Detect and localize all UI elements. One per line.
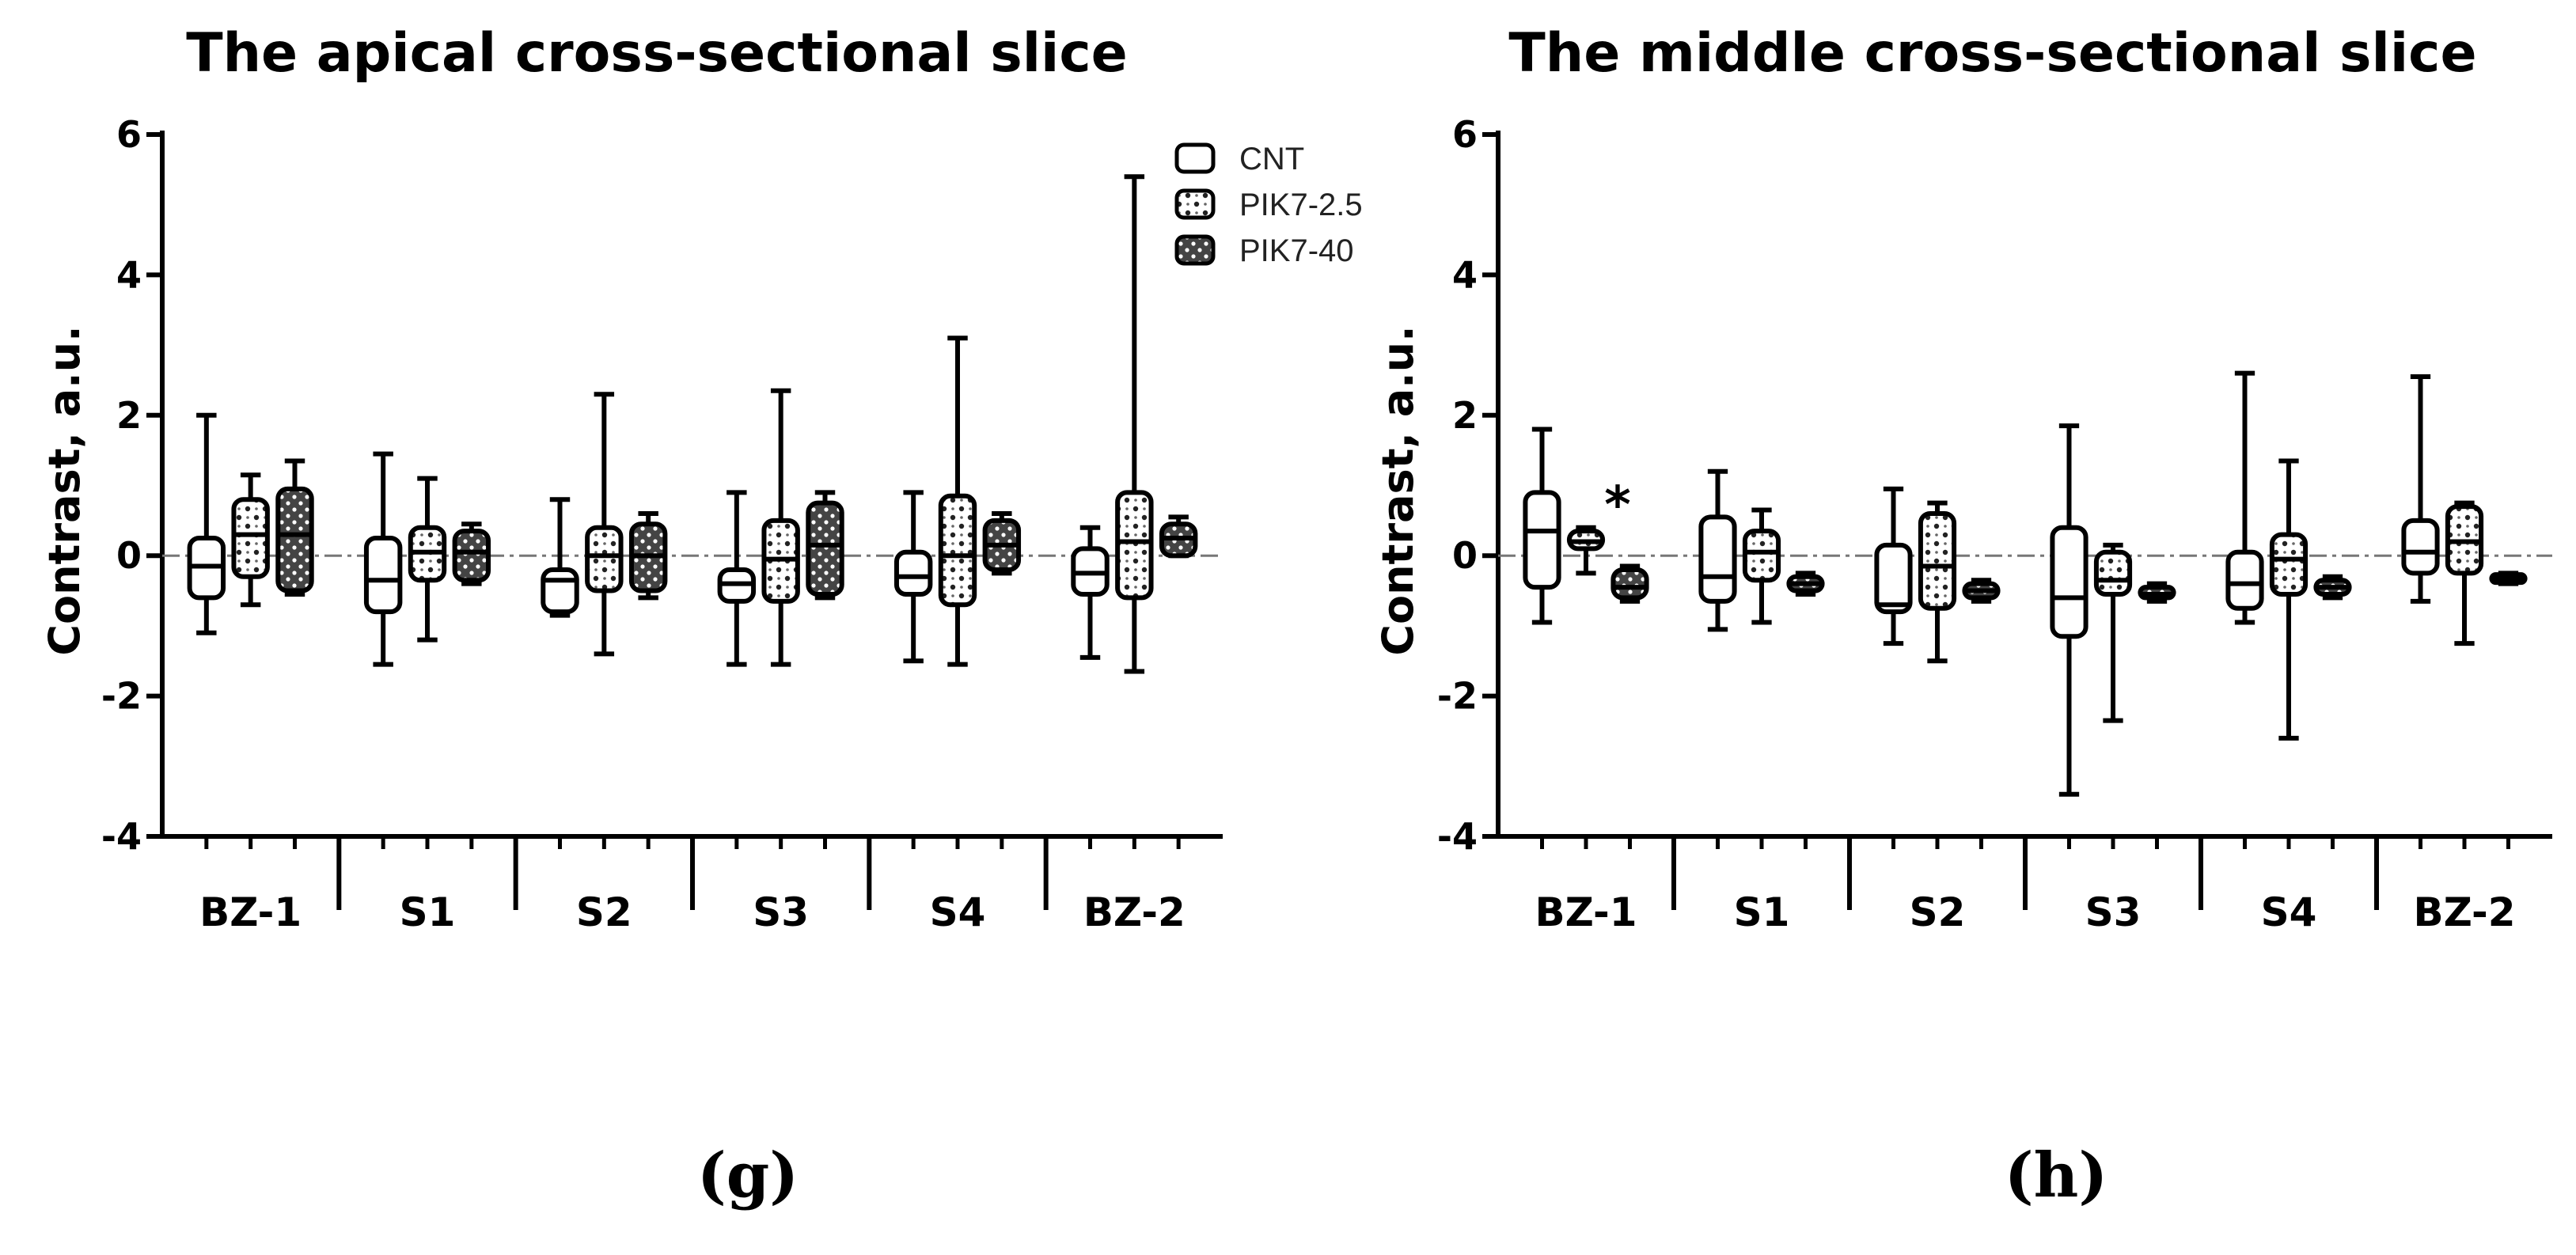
- box-pik7-40-s3: [2138, 581, 2176, 604]
- y-tick-label: 4: [116, 253, 142, 296]
- box-cnt-s4: [2225, 370, 2264, 625]
- y-tick-label: -4: [1437, 815, 1478, 858]
- legend-label-pik7-40: PIK7-40: [1239, 233, 1354, 268]
- box-pik7-40-bz-2: [1159, 514, 1198, 559]
- box-iqr: [1742, 529, 1781, 583]
- box-pik7-40-s1: [452, 521, 491, 586]
- box-iqr: [1874, 542, 1913, 615]
- category-label-bz-2: BZ-2: [1083, 889, 1186, 935]
- y-axis-label: Contrast, a.u.: [1373, 325, 1423, 655]
- box-pik7-40-s2: [628, 510, 668, 601]
- box-cnt-bz-1: [187, 412, 226, 635]
- legend-swatch-cnt: [1174, 142, 1216, 174]
- y-tick-label: 0: [116, 534, 142, 577]
- legend-label-pik7-2-5: PIK7-2.5: [1239, 188, 1363, 222]
- category-label-s2: S2: [1910, 889, 1966, 935]
- box-pik7-2-5-bz-1: [231, 472, 270, 608]
- box-pik7-2-5-s4: [2269, 458, 2309, 741]
- y-tick-label: 0: [1452, 534, 1478, 577]
- category-label-bz-2: BZ-2: [2413, 889, 2515, 935]
- category-label-bz-1: BZ-1: [1535, 889, 1637, 935]
- box-cnt-bz-1: [1523, 427, 1561, 625]
- y-tick-label: 2: [116, 394, 142, 437]
- box-iqr: [231, 497, 270, 579]
- box-cnt-s3: [717, 490, 757, 667]
- y-tick-label: -2: [101, 675, 142, 718]
- legend-label-cnt: CNT: [1239, 142, 1304, 176]
- box-pik7-2-5-s3: [761, 388, 800, 667]
- category-label-s4: S4: [930, 889, 986, 935]
- box-iqr: [452, 529, 491, 583]
- box-cnt-s2: [1874, 486, 1913, 646]
- box-pik7-2-5-bz-2: [2445, 500, 2484, 646]
- category-label-bz-1: BZ-1: [199, 889, 302, 935]
- box-pik7-2-5-s1: [408, 476, 447, 643]
- category-label-s2: S2: [576, 889, 632, 935]
- box-cnt-s1: [1698, 468, 1737, 632]
- box-iqr: [893, 549, 933, 597]
- panel-label-g: (g): [697, 1139, 799, 1211]
- box-iqr: [806, 500, 844, 597]
- y-axis-label: Contrast, a.u.: [40, 325, 89, 655]
- box-iqr: [585, 525, 624, 593]
- box-iqr: [2093, 549, 2133, 597]
- chart-middle: The middle cross-sectional slice Contras…: [1373, 22, 2552, 1211]
- box-iqr: [1523, 490, 1561, 590]
- y-tick-label: 4: [1452, 253, 1478, 296]
- y-tick-label: -2: [1437, 675, 1478, 718]
- box-pik7-2-5-s3: [2093, 542, 2133, 723]
- box-iqr: [363, 536, 403, 615]
- box-pik7-40-bz-1: [275, 458, 314, 597]
- box-iqr: [2269, 532, 2309, 597]
- category-label-s4: S4: [2261, 889, 2317, 935]
- chart-apical: The apical cross-sectional slice Contras…: [40, 22, 1363, 1211]
- box-iqr: [1698, 514, 1737, 604]
- box-pik7-40-bz-2: [2489, 571, 2528, 586]
- box-iqr: [541, 567, 579, 615]
- legend: CNT PIK7-2.5 PIK7-40: [1174, 142, 1363, 268]
- y-tick-label: 6: [116, 113, 142, 156]
- legend-swatch-pik7-40: [1174, 234, 1216, 266]
- box-pik7-40-s2: [1962, 578, 2001, 604]
- category-label-s1: S1: [1734, 889, 1790, 935]
- box-pik7-40-s3: [806, 490, 844, 601]
- significance-star: *: [1604, 476, 1630, 535]
- y-tick-label: 2: [1452, 394, 1478, 437]
- box-iqr: [2401, 518, 2440, 576]
- box-pik7-2-5-s4: [938, 336, 977, 667]
- box-cnt-bz-2: [2401, 374, 2440, 604]
- box-pik7-40-bz-1: [1610, 563, 1649, 604]
- box-iqr: [938, 493, 977, 608]
- box-cnt-s1: [363, 451, 403, 667]
- y-tick-label: -4: [101, 815, 142, 858]
- box-pik7-2-5-s2: [585, 392, 624, 657]
- box-pik7-2-5-bz-1: [1566, 525, 1606, 576]
- box-cnt-bz-2: [1071, 525, 1110, 660]
- legend-swatch-pik7-2-5: [1174, 188, 1216, 220]
- box-pik7-2-5-s1: [1742, 507, 1781, 625]
- chart-title: The middle cross-sectional slice: [1508, 22, 2476, 85]
- box-pik7-40-s4: [982, 510, 1022, 576]
- box-pik7-40-s1: [1786, 571, 1825, 597]
- y-tick-label: 6: [1452, 113, 1478, 156]
- box-iqr: [1115, 490, 1154, 601]
- box-iqr: [2050, 525, 2088, 639]
- box-cnt-s2: [541, 497, 579, 618]
- category-label-s3: S3: [753, 889, 809, 935]
- box-iqr: [2225, 549, 2264, 611]
- category-label-s3: S3: [2085, 889, 2142, 935]
- box-iqr: [275, 486, 314, 593]
- box-cnt-s3: [2050, 423, 2088, 797]
- box-iqr: [1918, 510, 1957, 611]
- box-pik7-40-s4: [2313, 574, 2352, 601]
- box-pik7-2-5-s2: [1918, 500, 1957, 664]
- category-label-s1: S1: [400, 889, 456, 935]
- box-cnt-s4: [893, 490, 933, 664]
- box-pik7-2-5-bz-2: [1115, 174, 1154, 674]
- chart-title: The apical cross-sectional slice: [186, 22, 1128, 85]
- panel-label-h: (h): [2005, 1139, 2108, 1211]
- box-iqr: [1610, 567, 1649, 601]
